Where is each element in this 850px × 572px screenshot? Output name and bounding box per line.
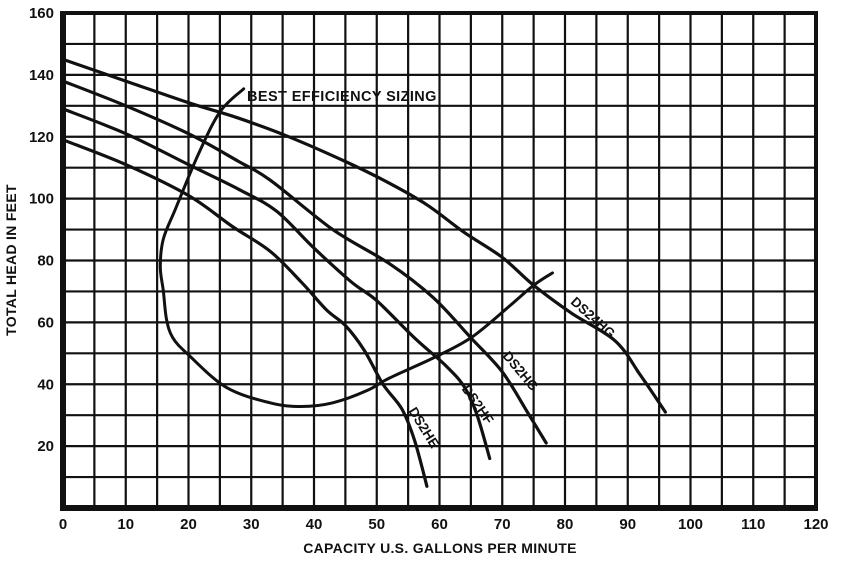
x-tick-label-80: 80 [557, 516, 574, 533]
y-tick-label-40: 40 [37, 376, 54, 393]
y-tick-label-60: 60 [37, 314, 54, 331]
pump-curve-DS2HE [61, 138, 429, 488]
x-tick-label-0: 0 [59, 516, 67, 533]
grid [63, 13, 816, 508]
pump-curve-DS24HG [61, 57, 667, 414]
x-tick-label-40: 40 [306, 516, 323, 533]
x-tick-label-20: 20 [180, 516, 197, 533]
best-efficiency-envelope-curve [158, 87, 554, 409]
x-tick-label-120: 120 [803, 516, 828, 533]
x-tick-label-50: 50 [368, 516, 385, 533]
pump-curves [61, 57, 667, 488]
y-tick-label-80: 80 [37, 253, 54, 270]
x-tick-label-110: 110 [741, 516, 765, 533]
x-tick-label-60: 60 [431, 516, 448, 533]
x-axis-title: CAPACITY U.S. GALLONS PER MINUTE [303, 540, 577, 556]
pump-curve-DS2HG [61, 79, 548, 445]
plot-border [60, 11, 818, 511]
y-tick-label-20: 20 [37, 438, 54, 455]
pump-curve-DS2HF [61, 107, 492, 461]
best-efficiency-sizing-label: BEST EFFICIENCY SIZING [247, 89, 437, 105]
tick-labels: 0 10 20 30 40 50 60 70 80 90 100 110 120 20 40 60 80 100 1… [29, 5, 829, 533]
y-tick-label-120: 120 [29, 129, 54, 146]
x-tick-label-30: 30 [243, 516, 260, 533]
x-tick-label-10: 10 [117, 516, 134, 533]
y-axis-title: TOTAL HEAD IN FEET [3, 184, 19, 336]
y-tick-label-160: 160 [29, 5, 54, 22]
x-tick-label-70: 70 [494, 516, 511, 533]
y-tick-label-140: 140 [29, 67, 54, 84]
y-tick-label-100: 100 [29, 191, 54, 208]
curve-label-DS2HG: DS2HG [500, 348, 541, 393]
x-tick-label-90: 90 [619, 516, 636, 533]
x-tick-label-100: 100 [678, 516, 703, 533]
